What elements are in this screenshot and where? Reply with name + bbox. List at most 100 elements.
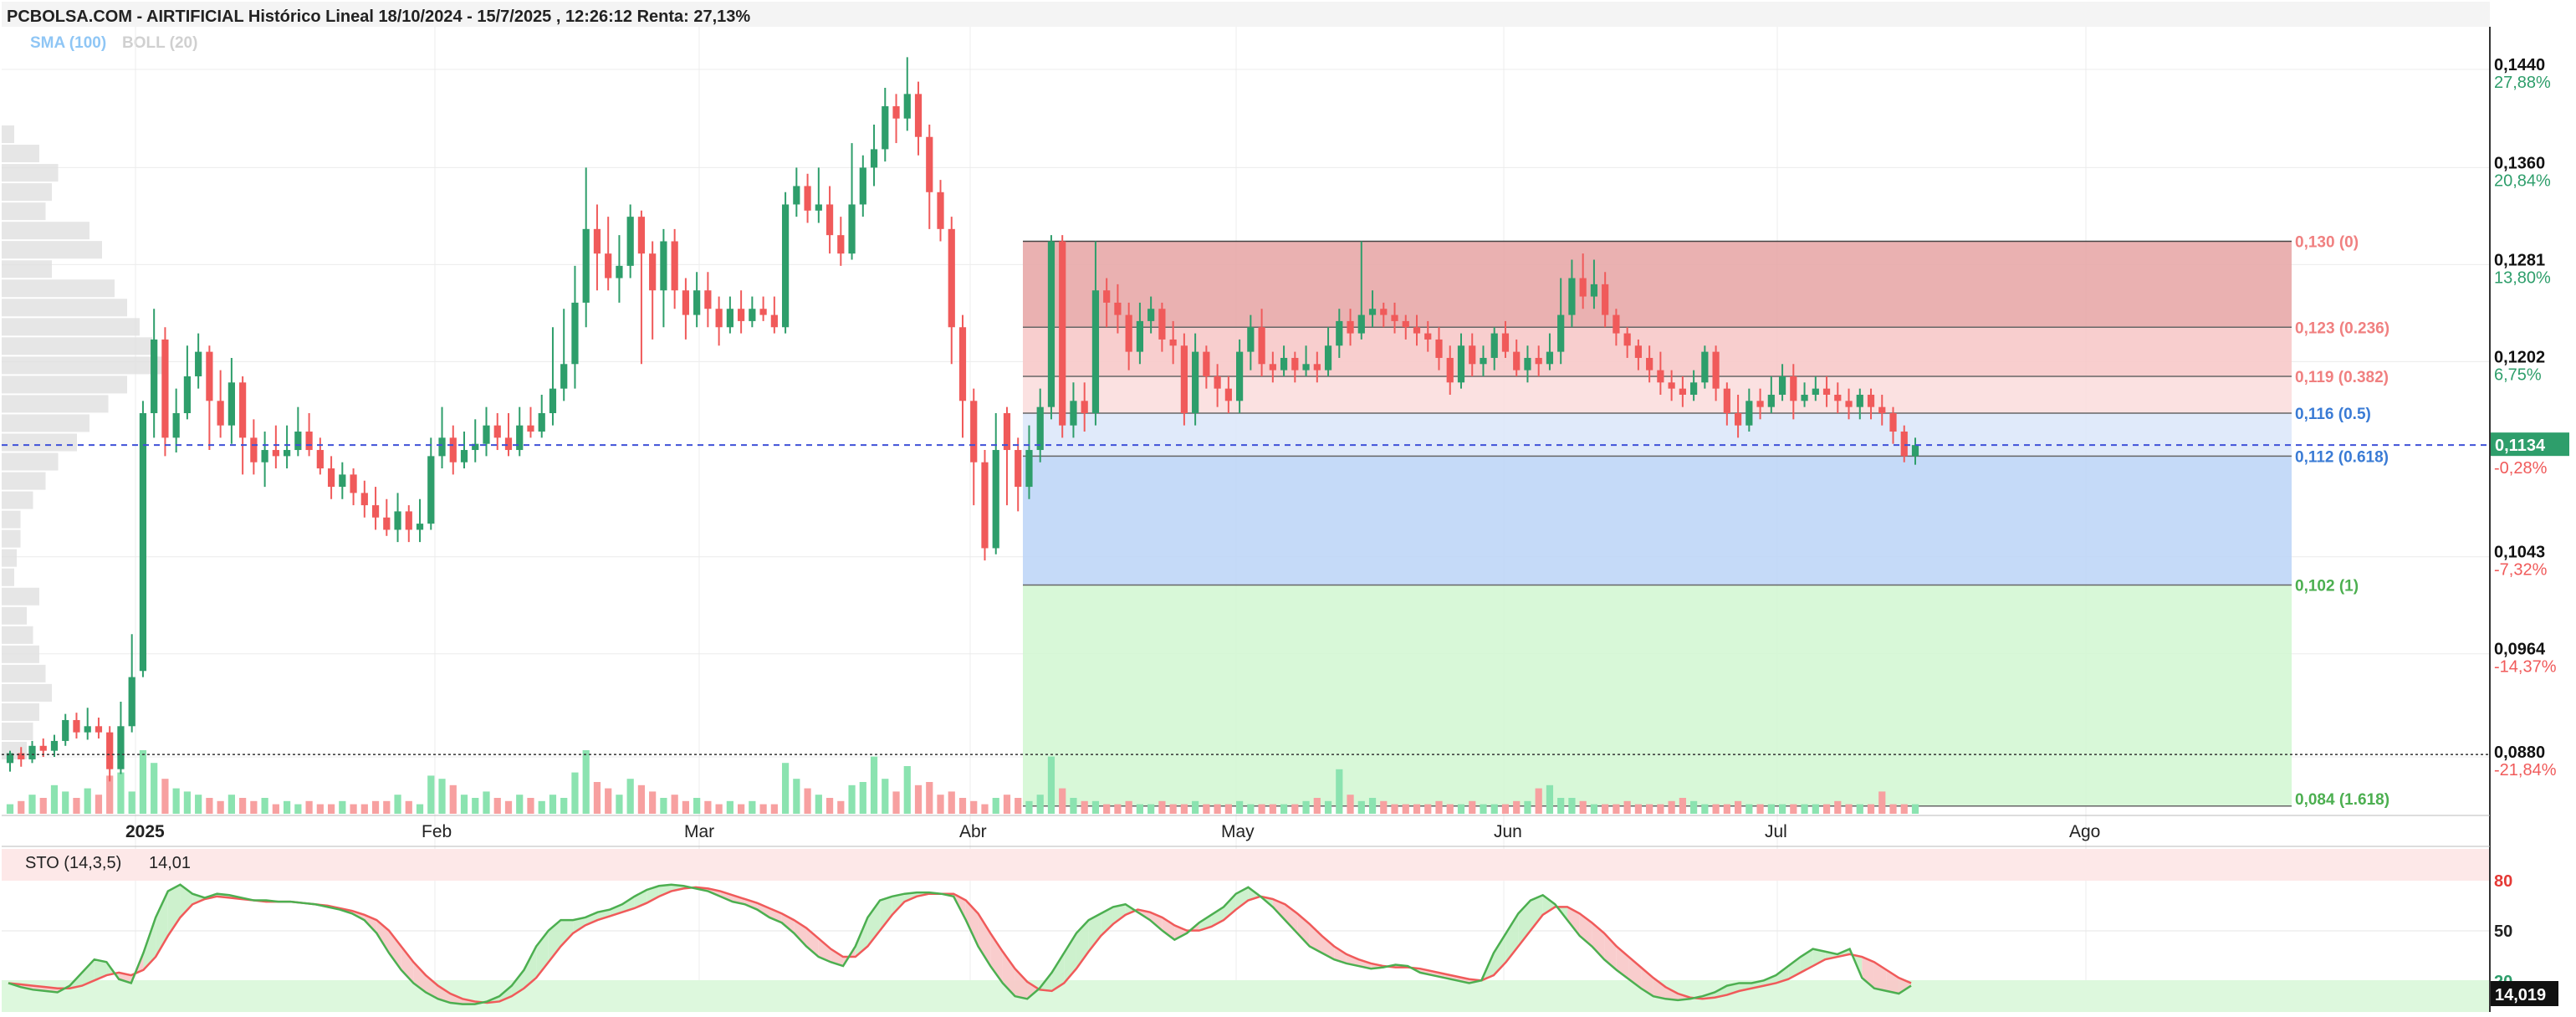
- candle-body: [139, 413, 147, 672]
- candle-body: [272, 450, 279, 457]
- candle-body: [95, 726, 103, 733]
- x-tick-1: Feb: [422, 822, 452, 841]
- stoch-fill-segment: [1027, 981, 1040, 999]
- volume-bar: [316, 804, 324, 814]
- volume-bar: [1336, 769, 1343, 814]
- volume-bar: [1059, 788, 1066, 814]
- candle-body: [1224, 388, 1232, 401]
- candle-body: [239, 382, 247, 438]
- volume-bar: [106, 775, 114, 814]
- candle-body: [1756, 401, 1764, 407]
- candle-body: [1579, 278, 1587, 297]
- volume-bar: [1224, 804, 1232, 814]
- volume-profile-bar: [2, 510, 21, 529]
- volume-bar: [903, 766, 911, 814]
- candle-body: [183, 376, 192, 413]
- volume-bar: [73, 798, 80, 814]
- candle-body: [18, 753, 25, 759]
- candle-body: [73, 719, 80, 733]
- candle-body: [1413, 327, 1421, 334]
- candle-body: [1457, 345, 1465, 383]
- volume-profile-bar: [2, 241, 102, 259]
- candle-body: [571, 302, 579, 365]
- volume-bar: [1391, 804, 1398, 814]
- candle-body: [427, 456, 435, 524]
- volume-profile-bar: [2, 645, 39, 663]
- volume-bar: [1192, 800, 1199, 814]
- candle-body: [1357, 314, 1365, 334]
- volume-bar: [571, 772, 579, 814]
- volume-profile-bar: [2, 202, 46, 221]
- stoch-fill-segment: [585, 912, 598, 926]
- volume-bar: [626, 779, 634, 814]
- candle-body: [1336, 320, 1343, 346]
- volume-bar: [1235, 800, 1244, 814]
- volume-bar: [493, 798, 501, 814]
- volume-bar: [272, 804, 279, 814]
- volume-bar: [217, 800, 224, 814]
- fib-label-3: 0,116 (0.5): [2295, 406, 2371, 423]
- candle-body: [1590, 284, 1598, 297]
- stoch-fill-segment: [94, 959, 107, 981]
- candle-body: [1103, 290, 1111, 303]
- candle-body: [704, 290, 712, 309]
- volume-bar: [1413, 804, 1421, 814]
- volume-bar: [239, 798, 247, 814]
- boll-legend[interactable]: BOLL (20): [122, 34, 197, 52]
- candle-body: [1313, 364, 1321, 371]
- candle-body: [416, 524, 424, 530]
- candle-body: [1790, 376, 1797, 401]
- x-tick-0: 2025: [125, 822, 165, 841]
- stoch-overbought-zone: [2, 849, 2490, 881]
- candle-body: [50, 740, 59, 751]
- volume-bar: [339, 800, 346, 814]
- y-tick-pct-1: 20,84%: [2494, 171, 2551, 190]
- candle-body: [1291, 357, 1299, 371]
- volume-bar: [937, 795, 944, 814]
- candle-body: [926, 136, 933, 192]
- candle-body: [1025, 450, 1033, 488]
- candle-body: [1712, 351, 1720, 389]
- fib-zone-5: [1023, 585, 2292, 806]
- candle-body: [1247, 327, 1255, 352]
- volume-profile-bar: [2, 299, 127, 317]
- volume-bar: [1535, 788, 1542, 814]
- candle-body: [1679, 388, 1686, 395]
- volume-bar: [1103, 804, 1111, 814]
- stoch-fill-segment: [1015, 968, 1028, 999]
- candle-body: [903, 94, 911, 119]
- candle-body: [793, 186, 800, 205]
- volume-bar: [1457, 804, 1465, 814]
- volume-bar: [1490, 804, 1498, 814]
- volume-bar: [383, 800, 391, 814]
- candle-body: [106, 732, 114, 769]
- sma-legend[interactable]: SMA (100): [30, 34, 106, 52]
- candle-body: [1524, 357, 1531, 371]
- candle-body: [1081, 401, 1088, 413]
- candle-body: [1070, 401, 1077, 426]
- volume-bar: [128, 791, 135, 814]
- candle-body: [825, 204, 834, 236]
- fib-zone-0: [1023, 241, 2292, 328]
- candle-body: [848, 204, 856, 254]
- stoch-fill-segment: [806, 928, 819, 958]
- candle-body: [1778, 376, 1786, 395]
- volume-bar: [139, 750, 147, 814]
- volume-profile-bar: [2, 491, 33, 509]
- volume-bar: [914, 784, 923, 814]
- volume-bar: [649, 791, 657, 814]
- candle-body: [582, 228, 590, 303]
- volume-profile-bar: [2, 279, 115, 298]
- stoch-fill-segment: [437, 985, 451, 1004]
- volume-bar: [28, 795, 36, 814]
- stoch-fill-segment: [769, 907, 782, 923]
- stoch-fill-segment: [1567, 907, 1580, 936]
- volume-bar: [1734, 800, 1742, 814]
- candle-body: [1501, 333, 1510, 352]
- volume-bar: [1889, 804, 1897, 814]
- candle-body: [1192, 351, 1199, 413]
- volume-bar: [1291, 804, 1299, 814]
- volume-bar: [1900, 804, 1908, 814]
- volume-bar: [549, 795, 557, 814]
- volume-bar: [726, 800, 733, 814]
